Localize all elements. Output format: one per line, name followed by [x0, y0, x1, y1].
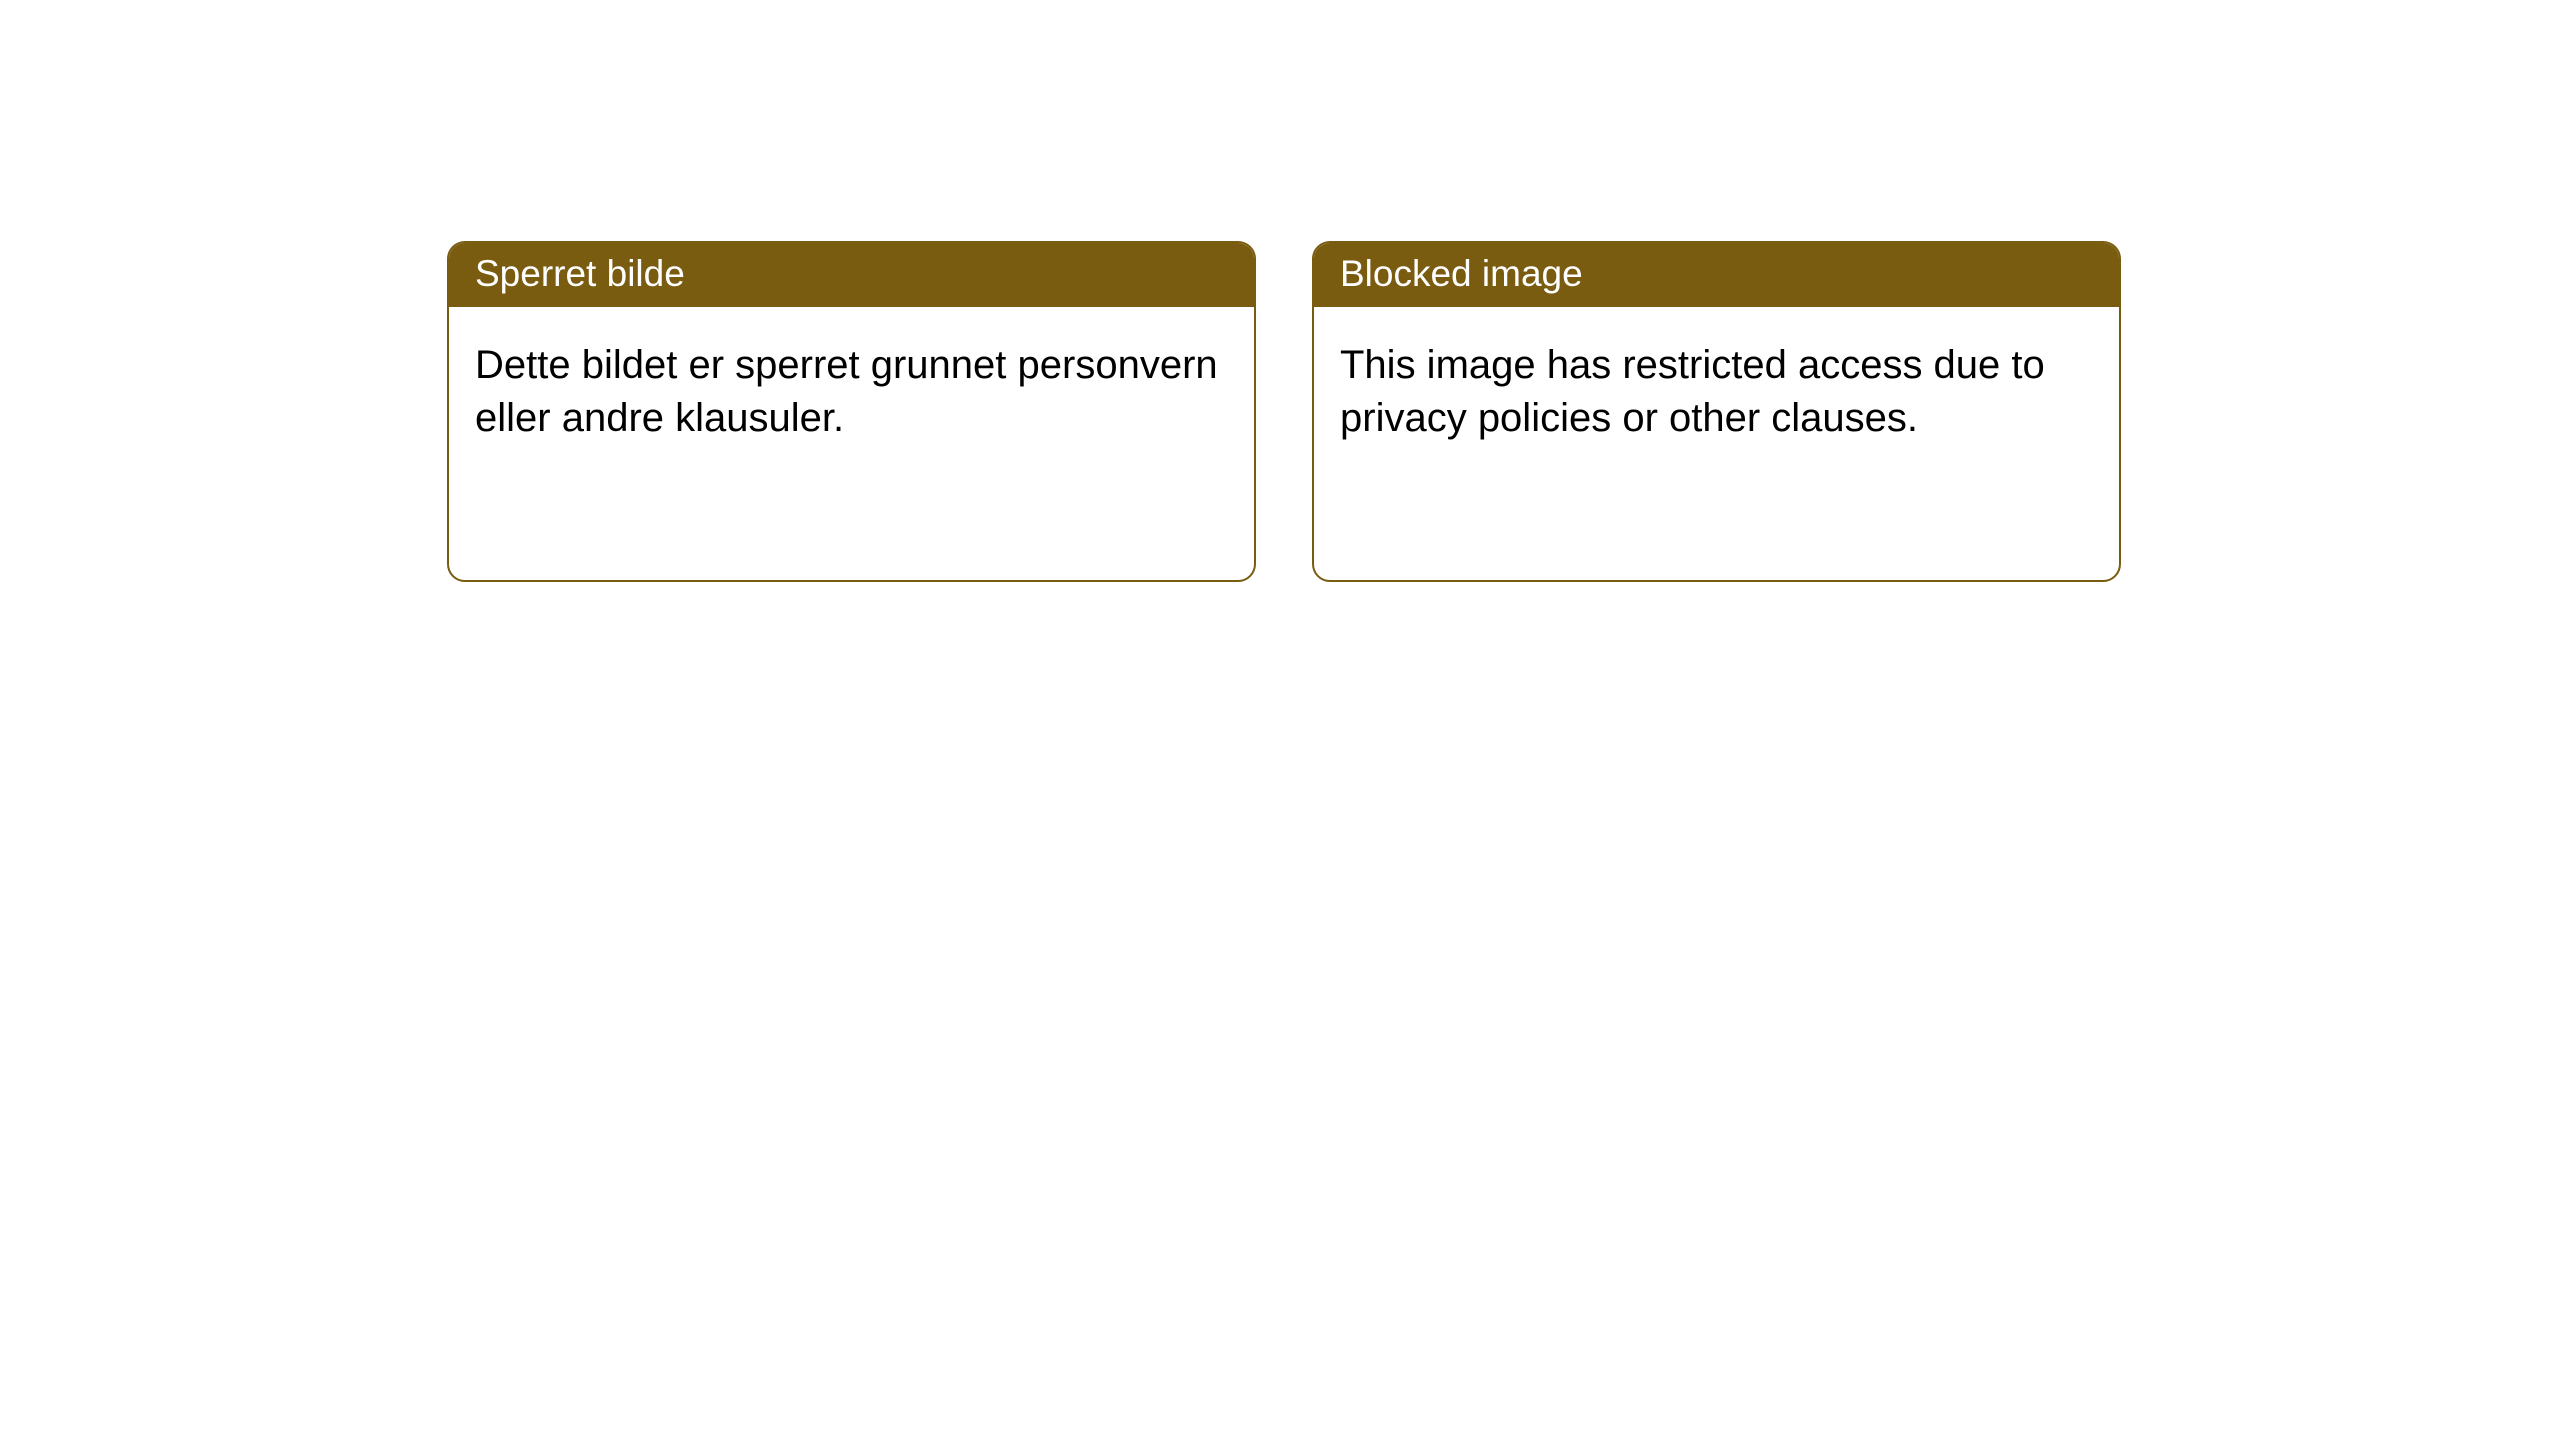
- blocked-image-card-no: Sperret bilde Dette bildet er sperret gr…: [447, 241, 1256, 582]
- card-header: Sperret bilde: [449, 243, 1254, 307]
- blocked-image-card-en: Blocked image This image has restricted …: [1312, 241, 2121, 582]
- card-header: Blocked image: [1314, 243, 2119, 307]
- card-body: This image has restricted access due to …: [1314, 307, 2119, 471]
- cards-container: Sperret bilde Dette bildet er sperret gr…: [0, 0, 2560, 582]
- card-body: Dette bildet er sperret grunnet personve…: [449, 307, 1254, 471]
